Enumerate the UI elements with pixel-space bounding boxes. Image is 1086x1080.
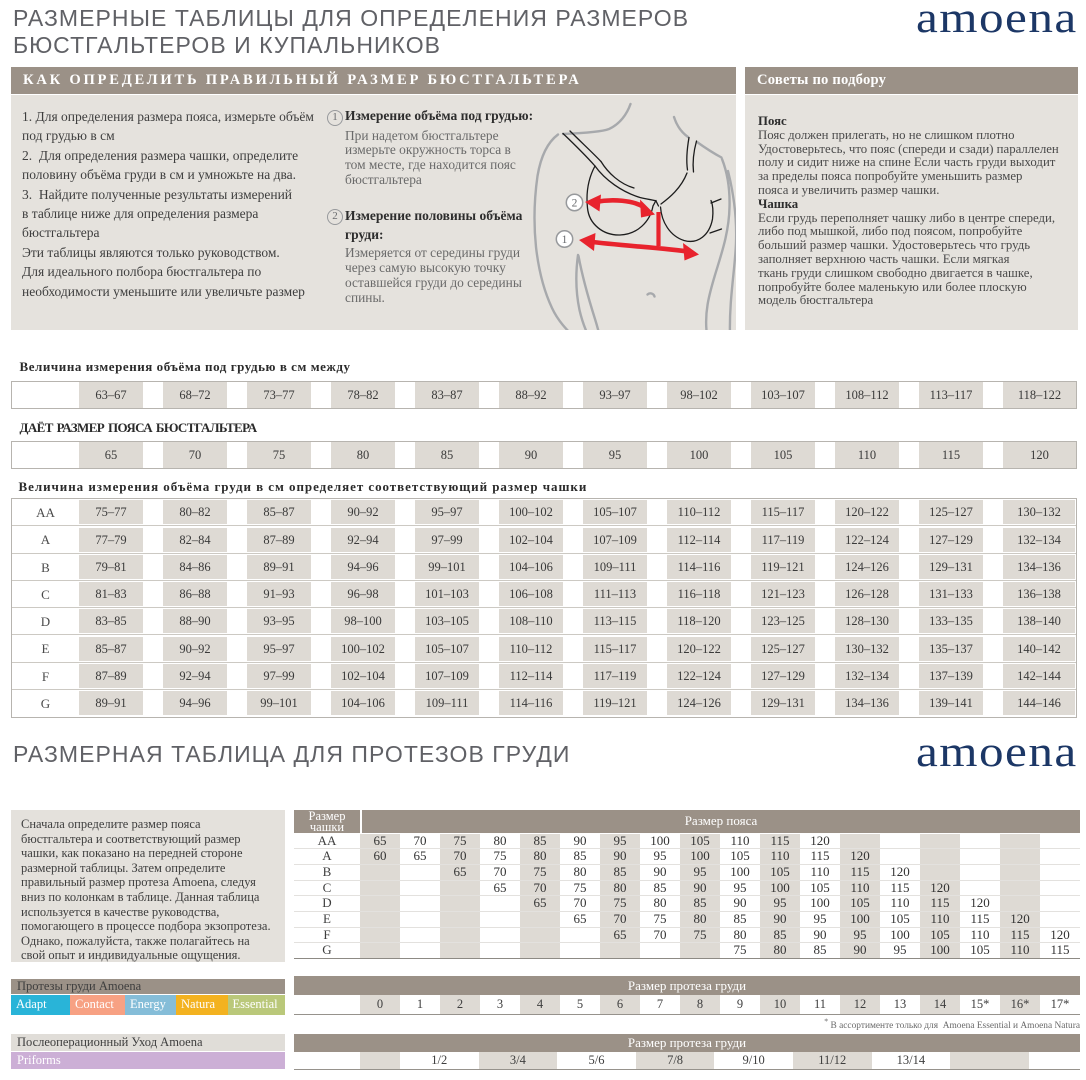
svg-text:2: 2 [572,198,578,210]
svg-text:1: 1 [562,234,568,246]
